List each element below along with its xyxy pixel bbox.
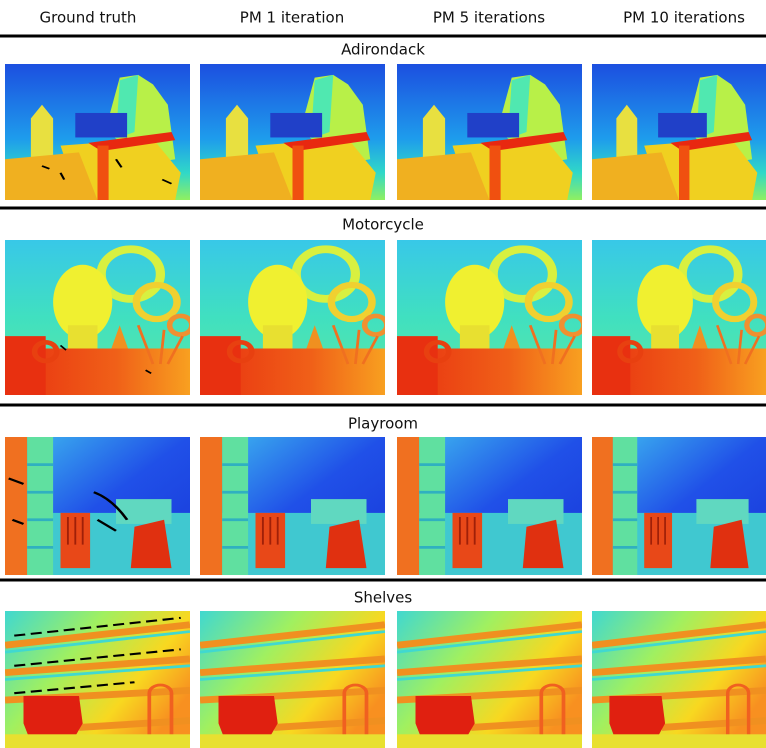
column-header: PM 5 iterations [433, 9, 545, 27]
depth-map [5, 437, 190, 575]
depth-map [397, 64, 582, 200]
figure: Ground truth PM 1 iteration PM 5 iterati… [0, 0, 766, 748]
panel [270, 113, 322, 137]
column-header: Ground truth [40, 9, 137, 27]
depth-map [200, 611, 385, 748]
depth-map [397, 240, 584, 395]
shelf [222, 437, 248, 575]
column-header: PM 10 iterations [623, 9, 745, 27]
shelf-left [592, 437, 613, 575]
panel [467, 113, 519, 137]
depth-map [5, 611, 190, 748]
depth-map [5, 240, 192, 395]
depth-map [397, 611, 582, 748]
depth-map [200, 64, 385, 200]
section-title: Motorcycle [342, 216, 424, 234]
leg [490, 146, 501, 200]
section-title: Shelves [354, 589, 413, 607]
depth-map [200, 240, 387, 395]
column-header: PM 1 iteration [240, 9, 344, 27]
depth-map [592, 240, 766, 395]
leg [679, 146, 689, 200]
base [200, 734, 385, 748]
section-title: Adirondack [341, 41, 425, 59]
panel [75, 113, 127, 137]
depth-map [592, 64, 766, 200]
shelf [613, 437, 637, 575]
base [5, 734, 190, 748]
shelf [419, 437, 445, 575]
depth-map [5, 64, 190, 200]
section-title: Playroom [348, 415, 418, 433]
shelf-left [5, 437, 27, 575]
shelf [27, 437, 53, 575]
page: Ground truth PM 1 iteration PM 5 iterati… [0, 0, 766, 748]
shelf-left [200, 437, 222, 575]
shelf-left [397, 437, 419, 575]
leg [98, 146, 109, 200]
base [592, 734, 766, 748]
panel [658, 113, 707, 137]
depth-map [200, 437, 385, 575]
leg [293, 146, 304, 200]
base [397, 734, 582, 748]
depth-map [592, 437, 766, 575]
depth-map [397, 437, 582, 575]
depth-map [592, 611, 766, 748]
